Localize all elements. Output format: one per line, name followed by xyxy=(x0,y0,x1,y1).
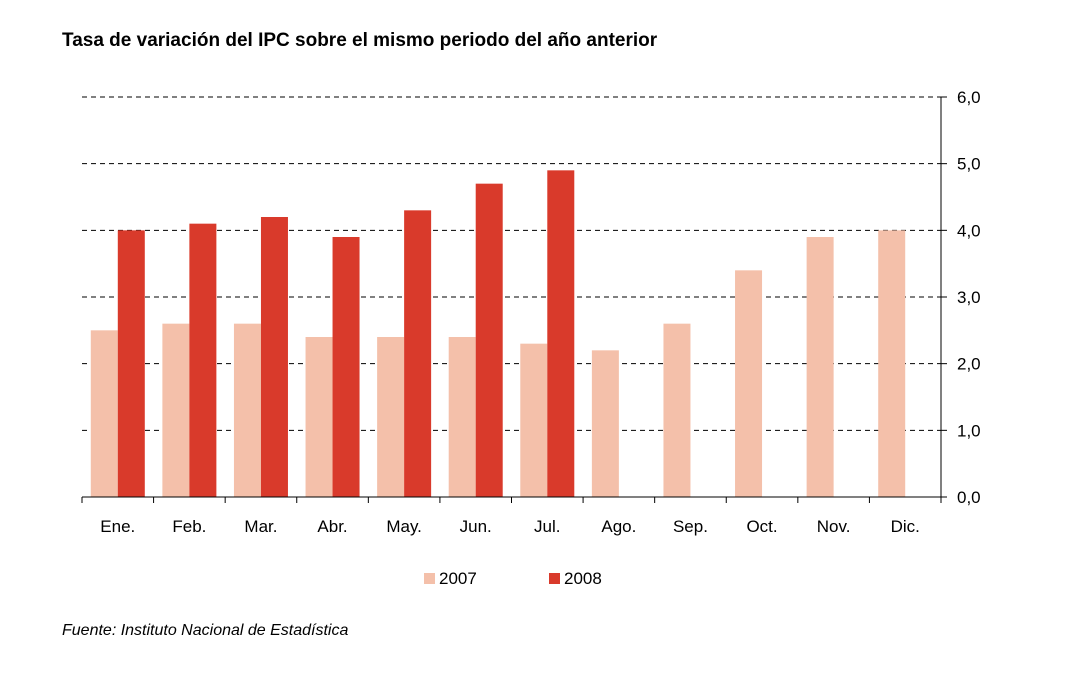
x-tick-label: Jun. xyxy=(460,517,492,536)
legend-label: 2007 xyxy=(439,569,477,588)
x-tick-label: Nov. xyxy=(817,517,851,536)
bar-2008 xyxy=(260,217,288,497)
bar-2008 xyxy=(475,183,503,497)
bar-2007 xyxy=(878,230,906,498)
bar-2008 xyxy=(332,237,360,497)
x-tick-label: Mar. xyxy=(244,517,277,536)
y-tick-label: 6,0 xyxy=(957,88,981,107)
bar-2007 xyxy=(520,343,548,497)
legend-swatch-2007 xyxy=(424,573,435,584)
x-tick-label: Feb. xyxy=(172,517,206,536)
bar-2007 xyxy=(162,323,190,497)
bar-2007 xyxy=(735,270,763,497)
bar-2007 xyxy=(377,337,405,497)
y-tick-label: 5,0 xyxy=(957,155,981,174)
chart-title: Tasa de variación del IPC sobre el mismo… xyxy=(62,30,658,51)
x-tick-label: May. xyxy=(386,517,422,536)
bar-2007 xyxy=(90,330,118,497)
x-tick-label: Dic. xyxy=(891,517,920,536)
source-note: Fuente: Instituto Nacional de Estadístic… xyxy=(62,622,349,639)
legend-swatch-2008 xyxy=(549,573,560,584)
y-tick-label: 0,0 xyxy=(957,488,981,507)
bar-2007 xyxy=(663,323,691,497)
bar-2007 xyxy=(806,237,834,497)
x-tick-label: Jul. xyxy=(534,517,560,536)
bars xyxy=(90,170,906,498)
bar-2008 xyxy=(404,210,432,498)
x-tick-label: Ago. xyxy=(601,517,636,536)
axes: 0,0 1,0 2,0 3,0 4,0 5,0 6,0 Ene. Feb. Mar. Abr. May… xyxy=(81,88,981,536)
y-tick-label: 2,0 xyxy=(957,355,981,374)
bar-2008 xyxy=(547,170,575,498)
y-tick-label: 3,0 xyxy=(957,288,981,307)
bar-2007 xyxy=(591,350,619,497)
x-tick-label: Sep. xyxy=(673,517,708,536)
bar-2008 xyxy=(189,223,217,497)
bar-2007 xyxy=(305,337,333,497)
x-tick-label: Oct. xyxy=(746,517,777,536)
x-tick-label: Ene. xyxy=(100,517,135,536)
bar-2008 xyxy=(117,230,145,498)
legend: 2007 2008 xyxy=(424,569,602,588)
bar-2007 xyxy=(448,337,476,497)
bar-2007 xyxy=(233,323,261,497)
gridlines xyxy=(82,96,941,431)
y-tick-label: 4,0 xyxy=(957,221,981,240)
y-tick-label: 1,0 xyxy=(957,421,981,440)
x-tick-label: Abr. xyxy=(317,517,347,536)
legend-label: 2008 xyxy=(564,569,602,588)
